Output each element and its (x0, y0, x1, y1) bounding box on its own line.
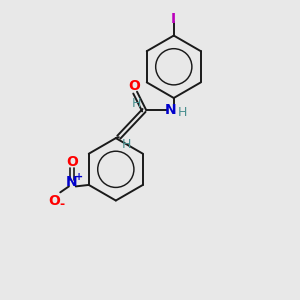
Text: H: H (177, 106, 187, 119)
Text: O: O (48, 194, 60, 208)
Text: N: N (66, 175, 78, 189)
Text: H: H (132, 97, 141, 110)
Text: O: O (129, 79, 140, 93)
Text: H: H (122, 138, 131, 151)
Text: +: + (75, 172, 83, 182)
Text: O: O (66, 155, 78, 169)
Text: N: N (164, 103, 176, 118)
Text: -: - (59, 198, 64, 211)
Text: I: I (171, 12, 176, 26)
